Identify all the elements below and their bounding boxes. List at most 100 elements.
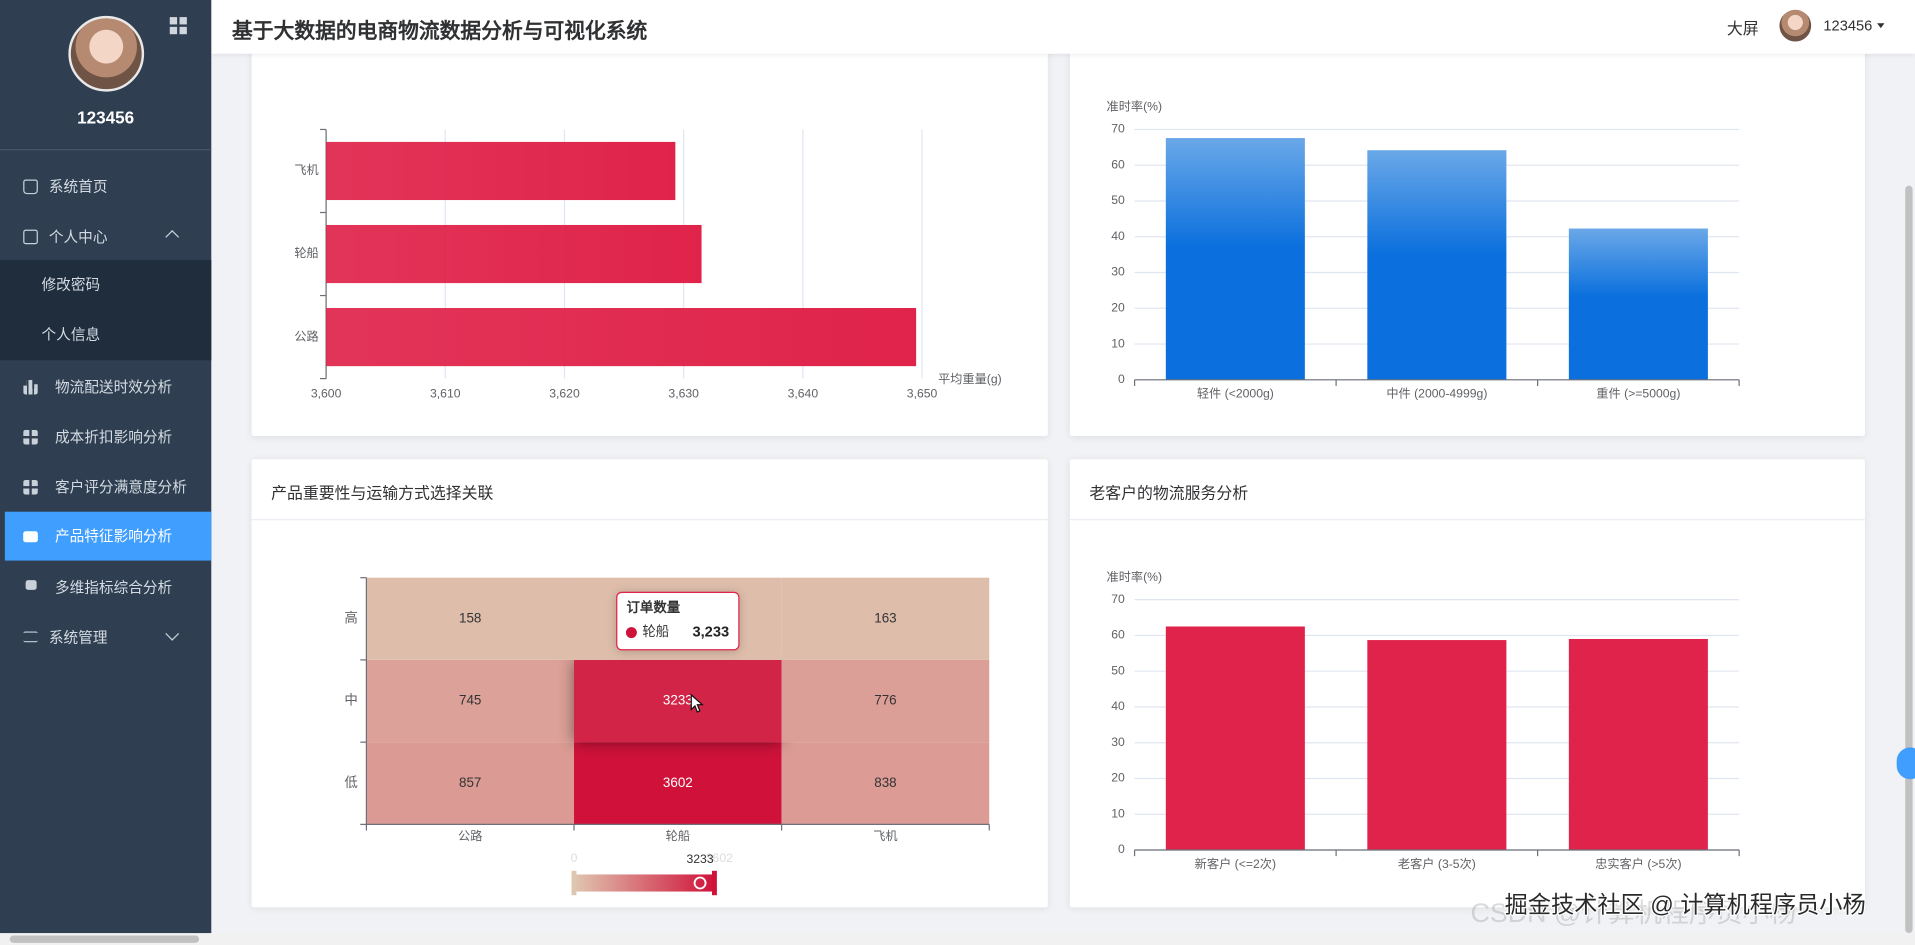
menu-item[interactable]: 成本折扣影响分析 (0, 413, 211, 462)
heatmap-cell (574, 742, 782, 825)
x-tick-label: 轮船 (666, 829, 690, 843)
menu-label: 系统管理 (48, 628, 108, 647)
menu-item[interactable]: 修改密码 (0, 260, 211, 309)
y-tick-label: 0 (1118, 842, 1125, 856)
tooltip-value: 3,233 (692, 625, 729, 641)
cell-label: 857 (459, 775, 481, 790)
visual-map-indicator-label: 3233 (686, 852, 713, 866)
bar (1568, 639, 1708, 851)
heatmap-cell (366, 659, 575, 743)
y-tick-label: 30 (1111, 265, 1125, 279)
user-menu-caret[interactable] (1877, 23, 1885, 32)
heatmap-cell (781, 742, 990, 825)
x-tick-label: 中件 (2000-4999g) (1386, 386, 1487, 401)
user-menu[interactable]: 123456 (1823, 17, 1873, 35)
bar (326, 308, 917, 367)
avatar[interactable] (68, 15, 145, 92)
panel-title: 老客户的物流服务分析 (1089, 483, 1249, 502)
user-avatar[interactable] (1779, 9, 1812, 42)
bar (326, 141, 676, 201)
menu-label: 修改密码 (41, 276, 101, 294)
y-tick-label: 飞机 (294, 163, 318, 177)
heatmap-cell (781, 659, 990, 743)
x-tick-label: 3,630 (668, 387, 699, 401)
visual-map-min: 0 (571, 851, 578, 865)
heatmap-cell (366, 577, 575, 660)
y-tick-label: 公路 (294, 328, 318, 343)
y-tick-label: 10 (1111, 806, 1125, 820)
menu-item[interactable]: 客户评分满意度分析 (0, 463, 211, 512)
y-axis-label: 准时率(%) (1106, 99, 1162, 114)
cell-label: 158 (459, 610, 481, 625)
scrollbar[interactable] (1905, 185, 1913, 934)
y-tick-label: 50 (1111, 663, 1125, 677)
collapse-button[interactable] (169, 17, 187, 35)
menu-item[interactable]: 系统首页 (0, 162, 211, 211)
x-tick-label: 3,610 (430, 387, 461, 401)
heatmap-cell (574, 659, 782, 743)
y-tick-label: 60 (1111, 628, 1125, 642)
bar (1367, 150, 1507, 380)
divider (0, 148, 212, 151)
cell-label: 163 (874, 610, 896, 625)
y-tick-label: 70 (1111, 122, 1125, 136)
menu-label: 多维指标综合分析 (54, 578, 173, 596)
y-tick-label: 20 (1111, 771, 1125, 785)
bar (1165, 138, 1305, 380)
cell-label: 3233 (663, 693, 693, 708)
cell-label: 776 (874, 693, 896, 708)
visual-map-handle (571, 870, 577, 896)
x-tick-label: 公路 (458, 828, 482, 843)
y-tick-label: 10 (1111, 336, 1125, 350)
bar (1165, 626, 1305, 851)
x-tick-label: 3,620 (549, 387, 580, 401)
y-tick-label: 40 (1111, 699, 1125, 713)
menu-item[interactable]: 个人信息 (0, 310, 211, 359)
visual-map-bar (574, 874, 715, 892)
menu-item[interactable]: 多维指标综合分析 (0, 563, 211, 612)
menu-label: 系统首页 (48, 178, 108, 196)
y-tick-label: 60 (1111, 157, 1125, 171)
page-title: 基于大数据的电商物流数据分析与可视化系统 (232, 19, 648, 43)
x-tick-label: 轻件 (<2000g) (1197, 387, 1274, 401)
y-tick-label: 50 (1111, 193, 1125, 207)
panel-divider (251, 519, 1048, 521)
tooltip-title: 订单数量 (627, 599, 681, 615)
heatmap-cell (781, 577, 990, 660)
heatmap-cell (366, 742, 575, 825)
watermark: 掘金技术社区 @ 计算机程序员小杨 (1505, 891, 1866, 917)
menu-item-active[interactable]: 产品特征影响分析 (4, 511, 212, 561)
big-screen-link[interactable]: 大屏 (1726, 19, 1759, 38)
menu-label: 物流配送时效分析 (54, 378, 173, 396)
tooltip-marker (625, 627, 637, 639)
scrollbar[interactable] (0, 933, 1915, 945)
panel-title: 产品重要性与运输方式选择关联 (271, 483, 494, 502)
x-tick-label: 3,640 (788, 387, 819, 401)
y-tick-label: 40 (1111, 229, 1125, 243)
menu-label: 客户评分满意度分析 (54, 478, 187, 496)
bar (326, 224, 702, 284)
bar (1568, 228, 1708, 380)
sidebar: 123456 系统首页 个人中心 修改密码 个人信息 物流配送时效分析 成本折扣… (0, 0, 212, 945)
bar (1367, 640, 1507, 851)
menu-item[interactable]: 个人中心 (0, 213, 211, 262)
menu-label: 个人信息 (41, 326, 101, 344)
x-tick-label: 3,650 (907, 387, 938, 401)
y-tick-label: 低 (344, 775, 357, 790)
visual-map-indicator (693, 876, 707, 890)
y-tick-label: 轮船 (294, 246, 318, 260)
y-tick-label: 70 (1111, 592, 1125, 606)
side-toggle[interactable] (1896, 747, 1915, 780)
watermark-ghost: CSDN @计算机程序员小杨 (1470, 898, 1796, 928)
tooltip-series: 轮船 (642, 624, 669, 639)
cell-label: 838 (874, 775, 896, 790)
y-tick-label: 0 (1118, 372, 1125, 386)
menu-item[interactable]: 系统管理 (0, 613, 211, 662)
y-tick-label: 30 (1111, 735, 1125, 749)
cell-label: 3602 (663, 775, 693, 790)
y-axis-label: 准时率(%) (1106, 569, 1162, 584)
menu-item[interactable]: 物流配送时效分析 (0, 363, 211, 412)
header: 基于大数据的电商物流数据分析与可视化系统 大屏 123456 (211, 0, 1915, 54)
